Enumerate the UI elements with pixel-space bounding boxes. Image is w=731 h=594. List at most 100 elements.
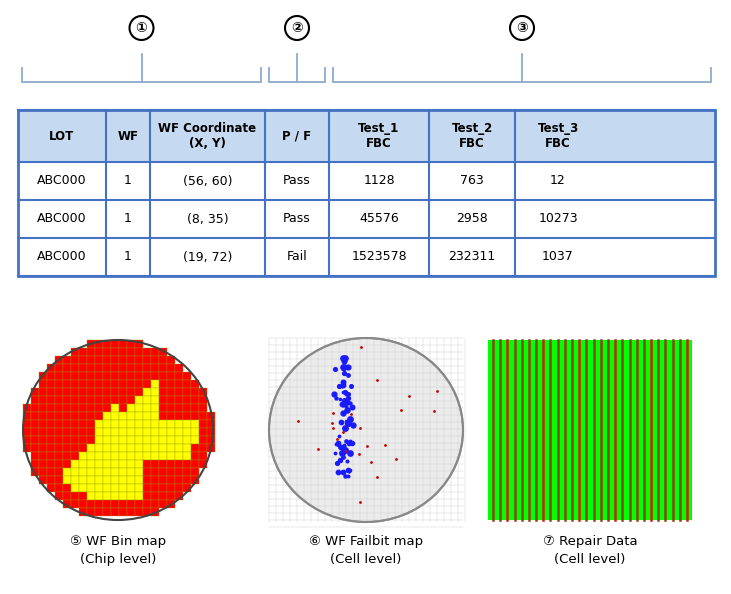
Bar [103,500,111,508]
Bar [71,500,79,508]
Bar [31,428,39,436]
Bar [191,412,199,420]
Bar [47,468,55,476]
Bar [87,404,95,412]
Bar [151,444,159,452]
Bar [151,428,159,436]
Bar [183,412,191,420]
Bar [143,348,151,356]
Bar [167,372,175,380]
Bar [175,396,183,404]
Bar [199,412,207,420]
Text: ⑥ WF Failbit map: ⑥ WF Failbit map [309,536,423,548]
Bar [39,428,47,436]
Bar [119,492,127,500]
Bar [87,412,95,420]
Bar [111,428,119,436]
Bar [79,420,87,428]
Bar [111,412,119,420]
Bar [135,404,143,412]
Bar [167,492,175,500]
Bar [55,484,63,492]
Bar [143,468,151,476]
Bar [159,484,167,492]
Bar [23,436,31,444]
Bar [111,484,119,492]
Bar [159,452,167,460]
Bar [71,372,79,380]
Bar [111,452,119,460]
Bar [55,412,63,420]
Bar [119,396,127,404]
Bar [87,452,95,460]
Bar [175,468,183,476]
Bar [103,484,111,492]
Bar [63,476,71,484]
Bar [95,356,103,364]
Text: 763: 763 [460,175,484,188]
Bar [79,484,87,492]
Bar [191,428,199,436]
Bar [191,460,199,468]
Bar [95,404,103,412]
Bar [167,468,175,476]
Bar [55,364,63,372]
Bar [111,460,119,468]
Bar [63,388,71,396]
Bar [183,452,191,460]
Bar [79,436,87,444]
Text: 2958: 2958 [456,213,488,226]
Bar [151,372,159,380]
Bar [135,340,143,348]
Bar [47,484,55,492]
Bar [143,452,151,460]
Bar [87,364,95,372]
Bar [95,492,103,500]
Bar [119,364,127,372]
Text: Test_2
FBC: Test_2 FBC [451,122,493,150]
Bar [79,364,87,372]
Bar [103,476,111,484]
Bar [167,420,175,428]
Bar [159,380,167,388]
Bar [135,388,143,396]
Bar [39,420,47,428]
Bar [183,444,191,452]
Bar [127,476,135,484]
Bar [159,404,167,412]
Bar [71,348,79,356]
Bar [119,380,127,388]
Bar [135,508,143,516]
Bar [175,388,183,396]
Bar [167,404,175,412]
Bar [63,372,71,380]
Bar [71,388,79,396]
Bar [191,476,199,484]
Bar [127,444,135,452]
Bar [167,476,175,484]
Bar [199,388,207,396]
Text: (19, 72): (19, 72) [183,251,232,264]
Bar [39,444,47,452]
Bar [199,444,207,452]
Bar [95,388,103,396]
Bar [207,444,215,452]
Bar [167,428,175,436]
Bar [87,460,95,468]
Text: Test_1
FBC: Test_1 FBC [358,122,400,150]
Bar [175,364,183,372]
Bar [111,380,119,388]
Bar [143,356,151,364]
Text: Test_3
FBC: Test_3 FBC [537,122,579,150]
Bar [55,492,63,500]
Bar [183,396,191,404]
Bar [143,476,151,484]
Bar [119,356,127,364]
Bar [79,388,87,396]
Bar [143,388,151,396]
Bar [119,508,127,516]
Bar [127,404,135,412]
Bar [103,428,111,436]
Bar [183,420,191,428]
Bar [71,436,79,444]
